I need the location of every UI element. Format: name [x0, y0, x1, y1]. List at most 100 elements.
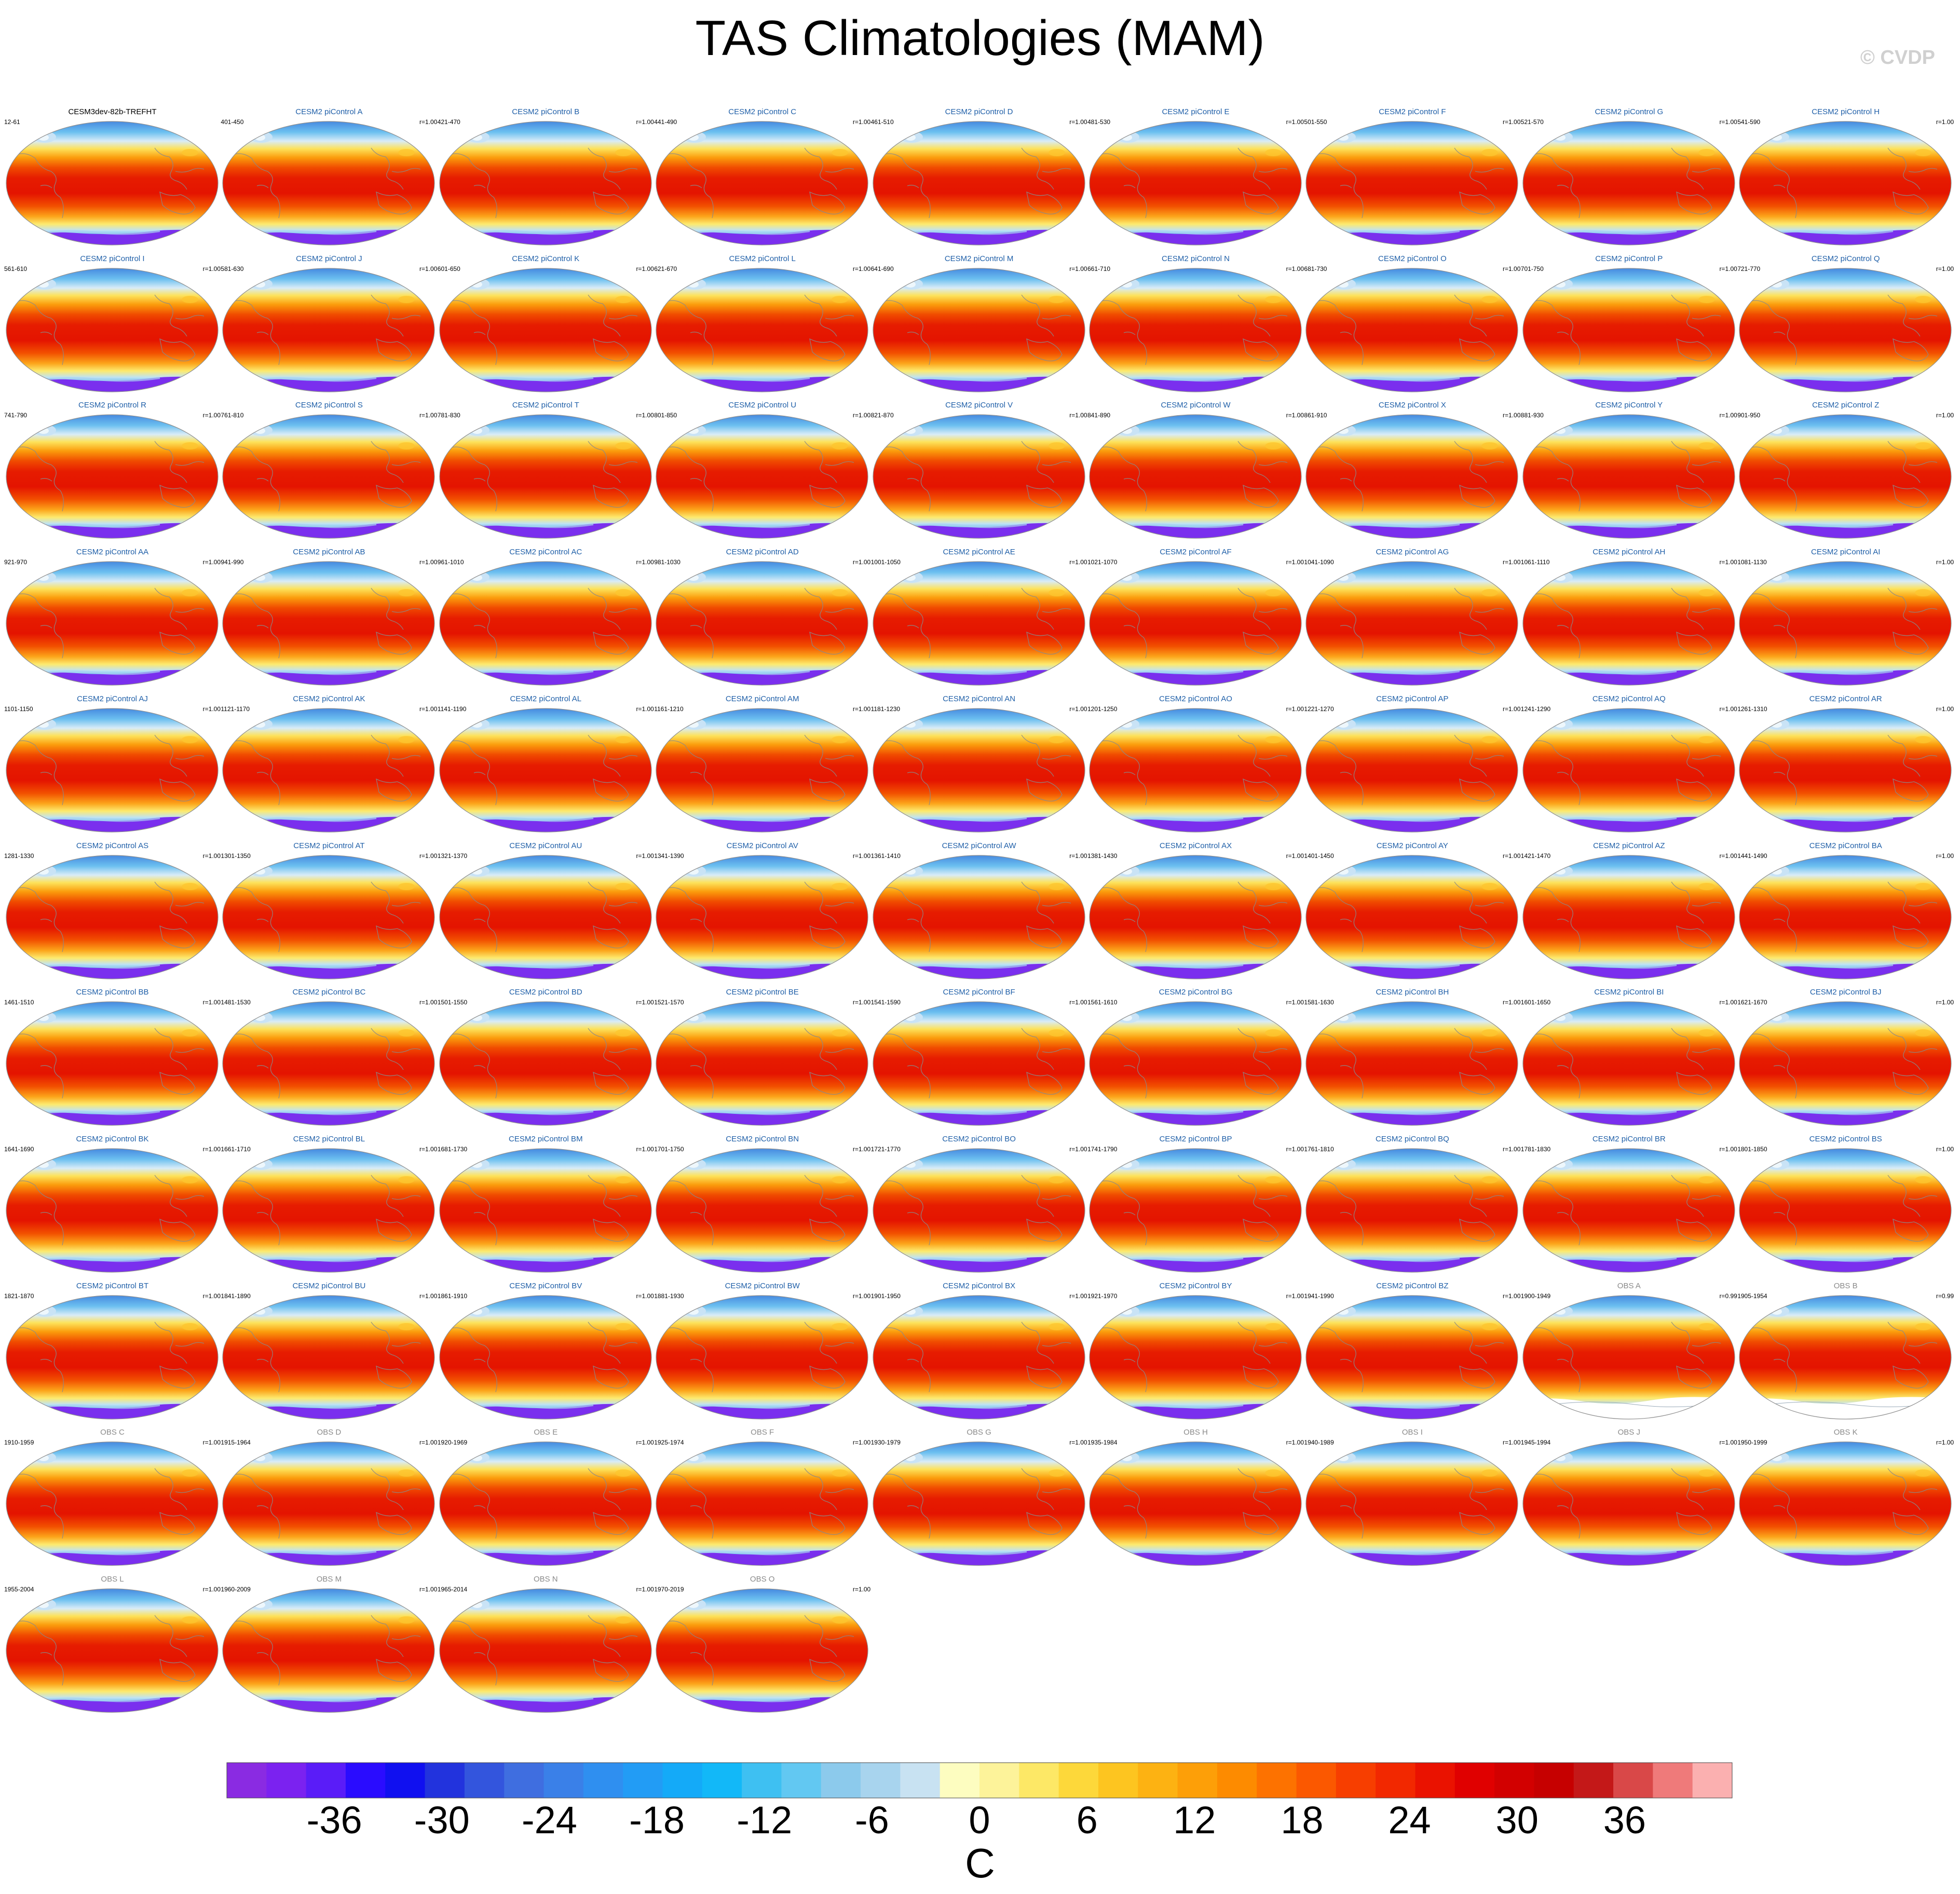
map-field: [656, 268, 868, 392]
colorbar-tick-label: -6: [855, 1798, 889, 1842]
map-outline: [439, 1295, 652, 1420]
map-outline: [1089, 121, 1302, 246]
colorbar-swatch: [940, 1763, 980, 1798]
map-outline: [1739, 1441, 1952, 1566]
panel-title: CESM2 piControl AQ: [1592, 694, 1666, 703]
colorbar-swatch: [1573, 1763, 1614, 1798]
map-panel: OBS N 1965-2014 r=1.00: [438, 1573, 654, 1714]
colorbar-swatch: [1692, 1763, 1733, 1798]
panel-year-range: 1661-1710: [221, 1145, 251, 1153]
map-outline: [1089, 708, 1302, 833]
map-field: [1739, 268, 1952, 392]
map-outline: [439, 854, 652, 979]
panel-year-range: 1341-1390: [654, 852, 684, 860]
panel-pattern-correlation: r=1.00: [852, 558, 871, 566]
map-outline: [872, 708, 1085, 833]
robinson-map: [1305, 708, 1518, 833]
map-outline: [6, 854, 219, 979]
robinson-map: [1739, 414, 1952, 539]
map-outline: [656, 1148, 868, 1273]
panel-year-range: 641-690: [870, 265, 894, 272]
map-field: [1739, 1295, 1952, 1419]
panel-pattern-correlation: r=1.00: [202, 852, 221, 860]
map-outline: [6, 1295, 219, 1420]
map-field: [873, 1295, 1085, 1419]
panel-title: CESM2 piControl BF: [943, 988, 1015, 997]
panel-title: CESM2 piControl BP: [1159, 1134, 1232, 1143]
panel-pattern-correlation: r=1.00: [1286, 999, 1304, 1006]
map-outline: [872, 268, 1085, 392]
panel-pattern-correlation: r=1.00: [852, 265, 871, 272]
map-field: [1522, 1002, 1735, 1126]
robinson-map: [439, 854, 652, 979]
panel-title: CESM2 piControl AV: [726, 841, 798, 850]
panel-pattern-correlation: r=1.00: [419, 852, 438, 860]
map-field: [656, 1148, 868, 1272]
map-field: [223, 415, 435, 539]
robinson-map: [1305, 854, 1518, 979]
panel-pattern-correlation: r=1.00: [1936, 558, 1954, 566]
panel-year-range: 1301-1350: [221, 852, 251, 860]
panel-pattern-correlation: r=1.00: [419, 412, 438, 419]
map-panel: CESM2 piControl BV 1861-1910 r=1.00: [438, 1280, 654, 1421]
panel-title: CESM2 piControl H: [1812, 107, 1880, 116]
panel-title: CESM2 piControl E: [1162, 107, 1230, 116]
robinson-map: [6, 268, 219, 392]
panel-pattern-correlation: r=1.00: [636, 1292, 654, 1300]
panel-pattern-correlation: r=1.00: [1503, 1439, 1521, 1447]
robinson-map: [1522, 1441, 1735, 1566]
map-panel: CESM2 piControl M 641-690 r=1.00: [871, 253, 1087, 394]
robinson-map: [1305, 1441, 1518, 1566]
map-outline: [6, 1441, 219, 1566]
panel-year-range: 1361-1410: [870, 852, 901, 860]
panel-year-range: 1021-1070: [1087, 558, 1118, 566]
map-outline: [656, 854, 868, 979]
panel-title: CESM2 piControl P: [1595, 254, 1663, 263]
robinson-map: [1305, 1148, 1518, 1273]
colorbar-swatch: [543, 1763, 584, 1798]
map-field: [873, 1148, 1085, 1272]
panel-year-range: 1141-1190: [437, 705, 467, 713]
robinson-map: [872, 1148, 1085, 1273]
map-outline: [1089, 1441, 1302, 1566]
map-panel: OBS J 1945-1994 r=1.00: [1521, 1426, 1737, 1568]
robinson-map: [1305, 414, 1518, 539]
robinson-map: [222, 121, 435, 246]
panel-pattern-correlation: r=1.00: [636, 852, 654, 860]
map-field: [223, 1002, 435, 1126]
map-field: [656, 1589, 868, 1712]
colorbar-swatch: [1296, 1763, 1337, 1798]
map-outline: [1522, 1001, 1735, 1126]
panel-year-range: 801-850: [654, 412, 677, 419]
panel-title: CESM2 piControl AW: [942, 841, 1016, 850]
map-panel: CESM2 piControl AS 1281-1330 r=1.00: [4, 840, 221, 981]
map-field: [873, 121, 1085, 245]
map-field: [1306, 1148, 1518, 1272]
colorbar-swatch: [1138, 1763, 1178, 1798]
panel-title: CESM2 piControl AJ: [77, 694, 148, 703]
map-panel: CESM3dev-82b-TREFHT 12-61: [4, 106, 221, 247]
panel-pattern-correlation: r=1.00: [1936, 852, 1954, 860]
panel-year-range: 761-810: [221, 412, 244, 419]
map-panel: CESM2 piControl BE 1521-1570 r=1.00: [654, 986, 870, 1127]
panel-year-range: 1960-2009: [221, 1586, 251, 1593]
panel-title: CESM2 piControl O: [1378, 254, 1447, 263]
map-panel: CESM2 piControl AT 1301-1350 r=1.00: [221, 840, 437, 981]
panel-year-range: 1561-1610: [1087, 999, 1118, 1006]
map-outline: [656, 708, 868, 833]
map-field: [656, 1002, 868, 1126]
robinson-map: [1522, 854, 1735, 979]
panel-pattern-correlation: r=1.00: [1069, 1292, 1087, 1300]
map-panel: CESM2 piControl R 741-790 r=1.00: [4, 399, 221, 540]
panel-pattern-correlation: r=1.00: [202, 1439, 221, 1447]
map-field: [439, 1148, 651, 1272]
panel-year-range: 1905-1954: [1737, 1292, 1767, 1300]
panel-pattern-correlation: r=1.00: [1719, 265, 1737, 272]
panel-pattern-correlation: r=1.00: [202, 1292, 221, 1300]
robinson-map: [1089, 1295, 1302, 1420]
panel-year-range: 1061-1110: [1520, 558, 1550, 566]
panel-year-range: 1701-1750: [654, 1145, 684, 1153]
panel-year-range: 481-530: [1087, 118, 1111, 126]
panel-year-range: 821-870: [870, 412, 894, 419]
map-field: [1306, 708, 1518, 832]
